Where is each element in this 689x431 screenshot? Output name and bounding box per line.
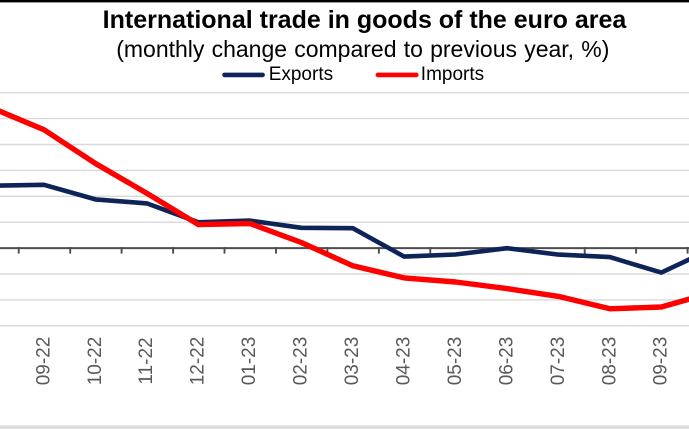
svg-text:10-22: 10-22 [85,337,106,386]
svg-text:08-23: 08-23 [599,337,620,386]
svg-text:09-22: 09-22 [33,337,54,386]
svg-text:06-23: 06-23 [496,337,517,386]
svg-text:04-23: 04-23 [393,337,414,386]
svg-text:03-23: 03-23 [342,337,363,386]
svg-text:12-22: 12-22 [188,337,209,386]
svg-text:05-23: 05-23 [445,337,466,386]
svg-text:02-23: 02-23 [291,337,312,386]
svg-text:International trade in goods o: International trade in goods of the euro… [103,6,628,34]
svg-text:11-22: 11-22 [136,337,157,384]
svg-text:09-23: 09-23 [651,337,672,386]
svg-text:(monthly change compared to pr: (monthly change compared to previous yea… [116,36,609,62]
svg-text:Exports: Exports [269,64,333,85]
svg-text:01-23: 01-23 [239,337,260,386]
svg-text:Imports: Imports [421,64,484,85]
svg-text:07-23: 07-23 [548,337,569,386]
